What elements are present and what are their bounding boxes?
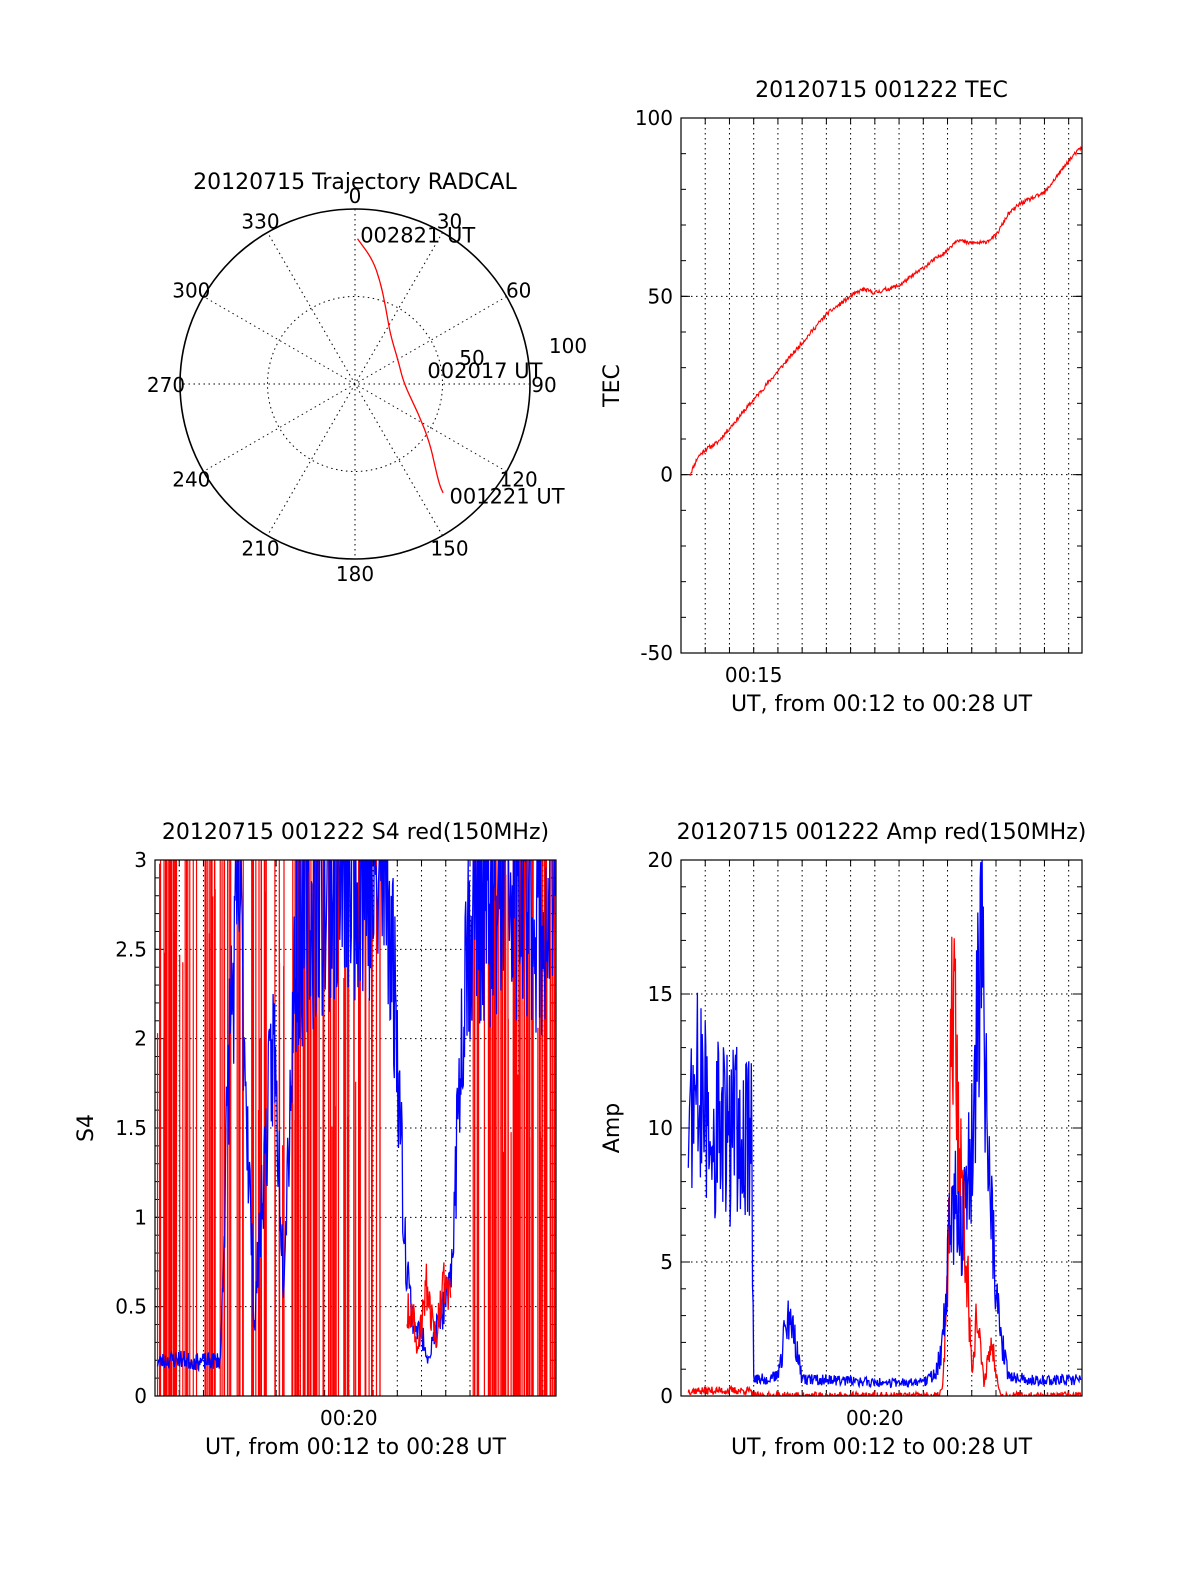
plot-area: [689, 145, 1082, 477]
y-axis-label: TEC: [600, 364, 625, 408]
azimuth-label: 60: [506, 279, 531, 303]
chart-s4: 0 0.5 1 1.5 2 2.5 3 00:20 20120715 001222 S4 red…: [74, 820, 557, 1460]
y-tick-label: 1.5: [115, 1116, 147, 1140]
y-tick-label: 0.5: [115, 1295, 147, 1319]
x-tick-label: 00:20: [320, 1406, 378, 1430]
series-red: [406, 1262, 452, 1354]
radial-label: 50: [459, 346, 484, 370]
azimuth-label: 270: [147, 373, 185, 397]
azimuth-label: 210: [241, 537, 279, 561]
azimuth-label: 120: [500, 468, 538, 492]
chart-title: 20120715 Trajectory RADCAL: [193, 170, 517, 195]
series-red: [689, 145, 1082, 477]
azimuth-label: 180: [336, 562, 374, 586]
plot-frame: [154, 859, 557, 1397]
y-tick-label: 50: [648, 284, 673, 308]
chart-amp: 0 5 10 15 20 00:20 20120715 001222 Amp red(150…: [600, 820, 1086, 1460]
y-axis-label: S4: [74, 1114, 99, 1142]
y-tick-label: 10: [648, 1116, 673, 1140]
series-blue: [687, 860, 1082, 1389]
y-tick-label: 15: [648, 982, 673, 1006]
y-tick-label: 0: [134, 1384, 147, 1408]
azimuth-label: 330: [241, 209, 279, 233]
chart-title: 20120715 001222 TEC: [755, 78, 1008, 103]
series-blue: [156, 860, 556, 1373]
x-axis-label: UT, from 00:12 to 00:28 UT: [731, 692, 1033, 717]
y-tick-label: 0: [660, 463, 673, 487]
azimuth-label: 240: [172, 468, 210, 492]
x-tick-label: 00:15: [725, 663, 783, 687]
x-tick-label: 00:20: [846, 1406, 904, 1430]
y-tick-label: -50: [640, 641, 673, 665]
x-axis-label: UT, from 00:12 to 00:28 UT: [205, 1435, 507, 1460]
y-tick-label: 5: [660, 1250, 673, 1274]
polar-spoke: [267, 232, 443, 536]
y-axis-label: Amp: [600, 1103, 625, 1153]
plot-frame: [680, 117, 1083, 654]
chart-title: 20120715 001222 S4 red(150MHz): [162, 820, 549, 845]
time-annotation: 001221 UT: [449, 485, 564, 509]
azimuth-label: 0: [349, 184, 362, 208]
time-annotation: 002017 UT: [427, 359, 542, 383]
chart-title: 20120715 001222 Amp red(150MHz): [677, 820, 1087, 845]
y-tick-label: 100: [635, 106, 673, 130]
azimuth-label: 90: [531, 373, 556, 397]
plot-area: [156, 860, 556, 1396]
azimuth-label: 300: [172, 279, 210, 303]
chart-trajectory: 0 30 60 90 120 150 180 210 240 270 300 330 50 100 0028…: [147, 170, 587, 586]
y-tick-label: 20: [648, 848, 673, 872]
azimuth-label: 150: [430, 537, 468, 561]
azimuth-label: 30: [437, 209, 462, 233]
chart-tec: -50 0 50 100 00:15 20120715 001222 TEC UT, fro…: [600, 78, 1083, 717]
x-axis-label: UT, from 00:12 to 00:28 UT: [731, 1435, 1033, 1460]
y-tick-label: 1: [134, 1205, 147, 1229]
time-annotation: 002821 UT: [360, 223, 475, 247]
polar-inner-ring: [267, 296, 443, 472]
y-tick-label: 0: [660, 1384, 673, 1408]
radial-label: 100: [549, 334, 587, 358]
y-tick-label: 2.5: [115, 937, 147, 961]
y-tick-label: 3: [134, 848, 147, 872]
plot-area: [687, 860, 1082, 1396]
y-tick-label: 2: [134, 1027, 147, 1051]
plot-frame: [680, 859, 1083, 1397]
trajectory-track: [356, 238, 444, 494]
